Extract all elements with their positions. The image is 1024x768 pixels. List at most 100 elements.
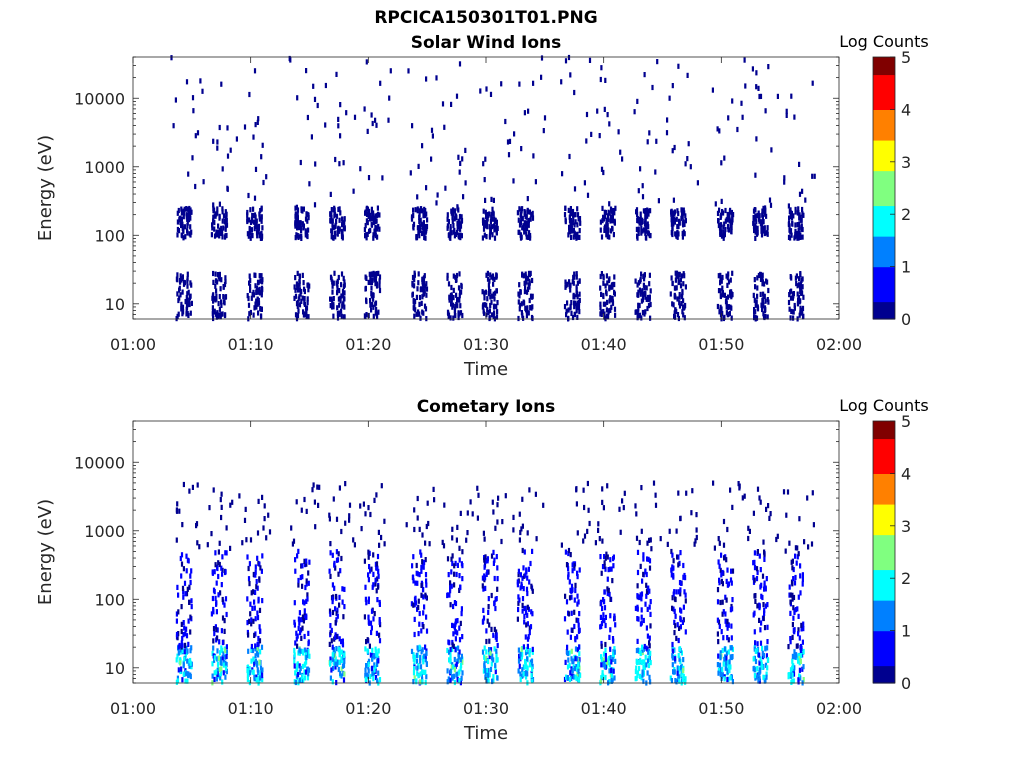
heatmap-cell: [485, 678, 488, 684]
heatmap-cell: [348, 502, 352, 508]
heatmap-cell: [421, 655, 425, 661]
heatmap-cell: [718, 540, 721, 546]
heatmap-cell: [187, 641, 190, 647]
heatmap-cell: [644, 654, 647, 660]
heatmap-cell: [669, 291, 672, 297]
heatmap-cell: [767, 503, 770, 509]
heatmap-cell: [634, 676, 637, 682]
heatmap-cell: [521, 596, 525, 602]
heatmap-cell: [412, 679, 415, 685]
heatmap-cell: [180, 210, 183, 216]
heatmap-cell: [600, 623, 603, 629]
heatmap-cell: [461, 549, 464, 555]
heatmap-cell: [528, 272, 531, 278]
heatmap-cell: [523, 280, 526, 286]
heatmap-cell: [184, 652, 187, 658]
heatmap-cell: [216, 656, 219, 662]
heatmap-cell: [293, 619, 296, 625]
heatmap-cell: [673, 310, 676, 316]
heatmap-cell: [179, 216, 182, 222]
heatmap-cell: [519, 572, 522, 578]
heatmap-cell: [613, 675, 616, 681]
heatmap-cell: [684, 213, 687, 219]
heatmap-cell: [250, 295, 253, 301]
heatmap-cell: [737, 481, 740, 487]
colorbar-segment: [873, 591, 895, 597]
heatmap-cell: [191, 484, 194, 490]
heatmap-cell: [792, 594, 796, 601]
heatmap-cell: [330, 215, 333, 221]
heatmap-cell: [743, 493, 746, 499]
heatmap-cell: [258, 286, 261, 292]
heatmap-cell: [761, 297, 764, 303]
heatmap-cell: [363, 558, 366, 564]
heatmap-cell: [496, 642, 499, 649]
heatmap-cell: [324, 122, 327, 128]
heatmap-cell: [251, 647, 255, 654]
heatmap-cell: [798, 191, 802, 197]
heatmap-cell: [487, 596, 490, 602]
heatmap-cell: [526, 671, 529, 677]
colorbar-segment: [873, 495, 895, 501]
heatmap-cell: [524, 275, 528, 281]
heatmap-cell: [220, 225, 223, 231]
heatmap-cell: [674, 314, 677, 320]
heatmap-cell: [190, 300, 193, 306]
heatmap-cell: [449, 585, 452, 591]
heatmap-cell: [756, 226, 759, 232]
heatmap-cell: [763, 225, 766, 231]
heatmap-cell: [722, 235, 725, 241]
heatmap-cell: [224, 278, 227, 285]
heatmap-cell: [420, 582, 423, 588]
y-tick-label: 10: [105, 659, 125, 678]
heatmap-cell: [674, 613, 677, 619]
heatmap-cell: [600, 656, 603, 662]
heatmap-cells: [175, 480, 815, 686]
heatmap-cell: [521, 547, 524, 554]
heatmap-cell: [676, 208, 679, 214]
heatmap-cell: [343, 604, 346, 610]
heatmap-cell: [526, 604, 529, 610]
heatmap-cell: [378, 287, 382, 294]
heatmap-cell: [224, 660, 227, 666]
heatmap-cell: [642, 208, 645, 214]
heatmap-cell: [585, 138, 588, 144]
heatmap-cell: [226, 186, 229, 192]
heatmap-cell: [597, 521, 600, 527]
heatmap-cell: [458, 213, 462, 220]
heatmap-cell: [606, 299, 609, 305]
heatmap-cell: [419, 227, 422, 233]
heatmap-cell: [526, 530, 529, 536]
heatmap-cell: [609, 627, 612, 633]
heatmap-cell: [565, 599, 569, 605]
heatmap-cell: [248, 273, 251, 279]
heatmap-cell: [638, 302, 641, 309]
heatmap-cell: [567, 307, 570, 313]
heatmap-cell: [418, 572, 421, 578]
heatmap-cell: [329, 541, 332, 547]
heatmap-cell: [488, 647, 491, 653]
heatmap-cell: [567, 232, 570, 238]
colorbar-segment: [873, 661, 895, 667]
heatmap-cell: [221, 615, 225, 621]
heatmap-cell: [454, 647, 457, 653]
heatmap-cell: [763, 556, 766, 562]
heatmap-cell: [294, 557, 297, 563]
heatmap-cell: [453, 673, 456, 679]
heatmap-cell: [753, 610, 756, 616]
heatmap-cell: [570, 225, 573, 231]
heatmap-cell: [296, 633, 299, 639]
heatmap-cell: [751, 66, 754, 72]
heatmap-cell: [492, 657, 495, 663]
heatmap-cell: [672, 217, 675, 223]
heatmap-cell: [576, 570, 579, 576]
heatmap-cell: [563, 304, 567, 310]
heatmap-cell: [182, 632, 185, 638]
heatmap-cell: [416, 495, 419, 502]
heatmap-cell: [531, 548, 534, 554]
heatmap-cell: [583, 533, 587, 539]
heatmap-cell: [373, 497, 376, 503]
heatmap-cell: [318, 484, 321, 490]
heatmap-cell: [753, 297, 756, 303]
